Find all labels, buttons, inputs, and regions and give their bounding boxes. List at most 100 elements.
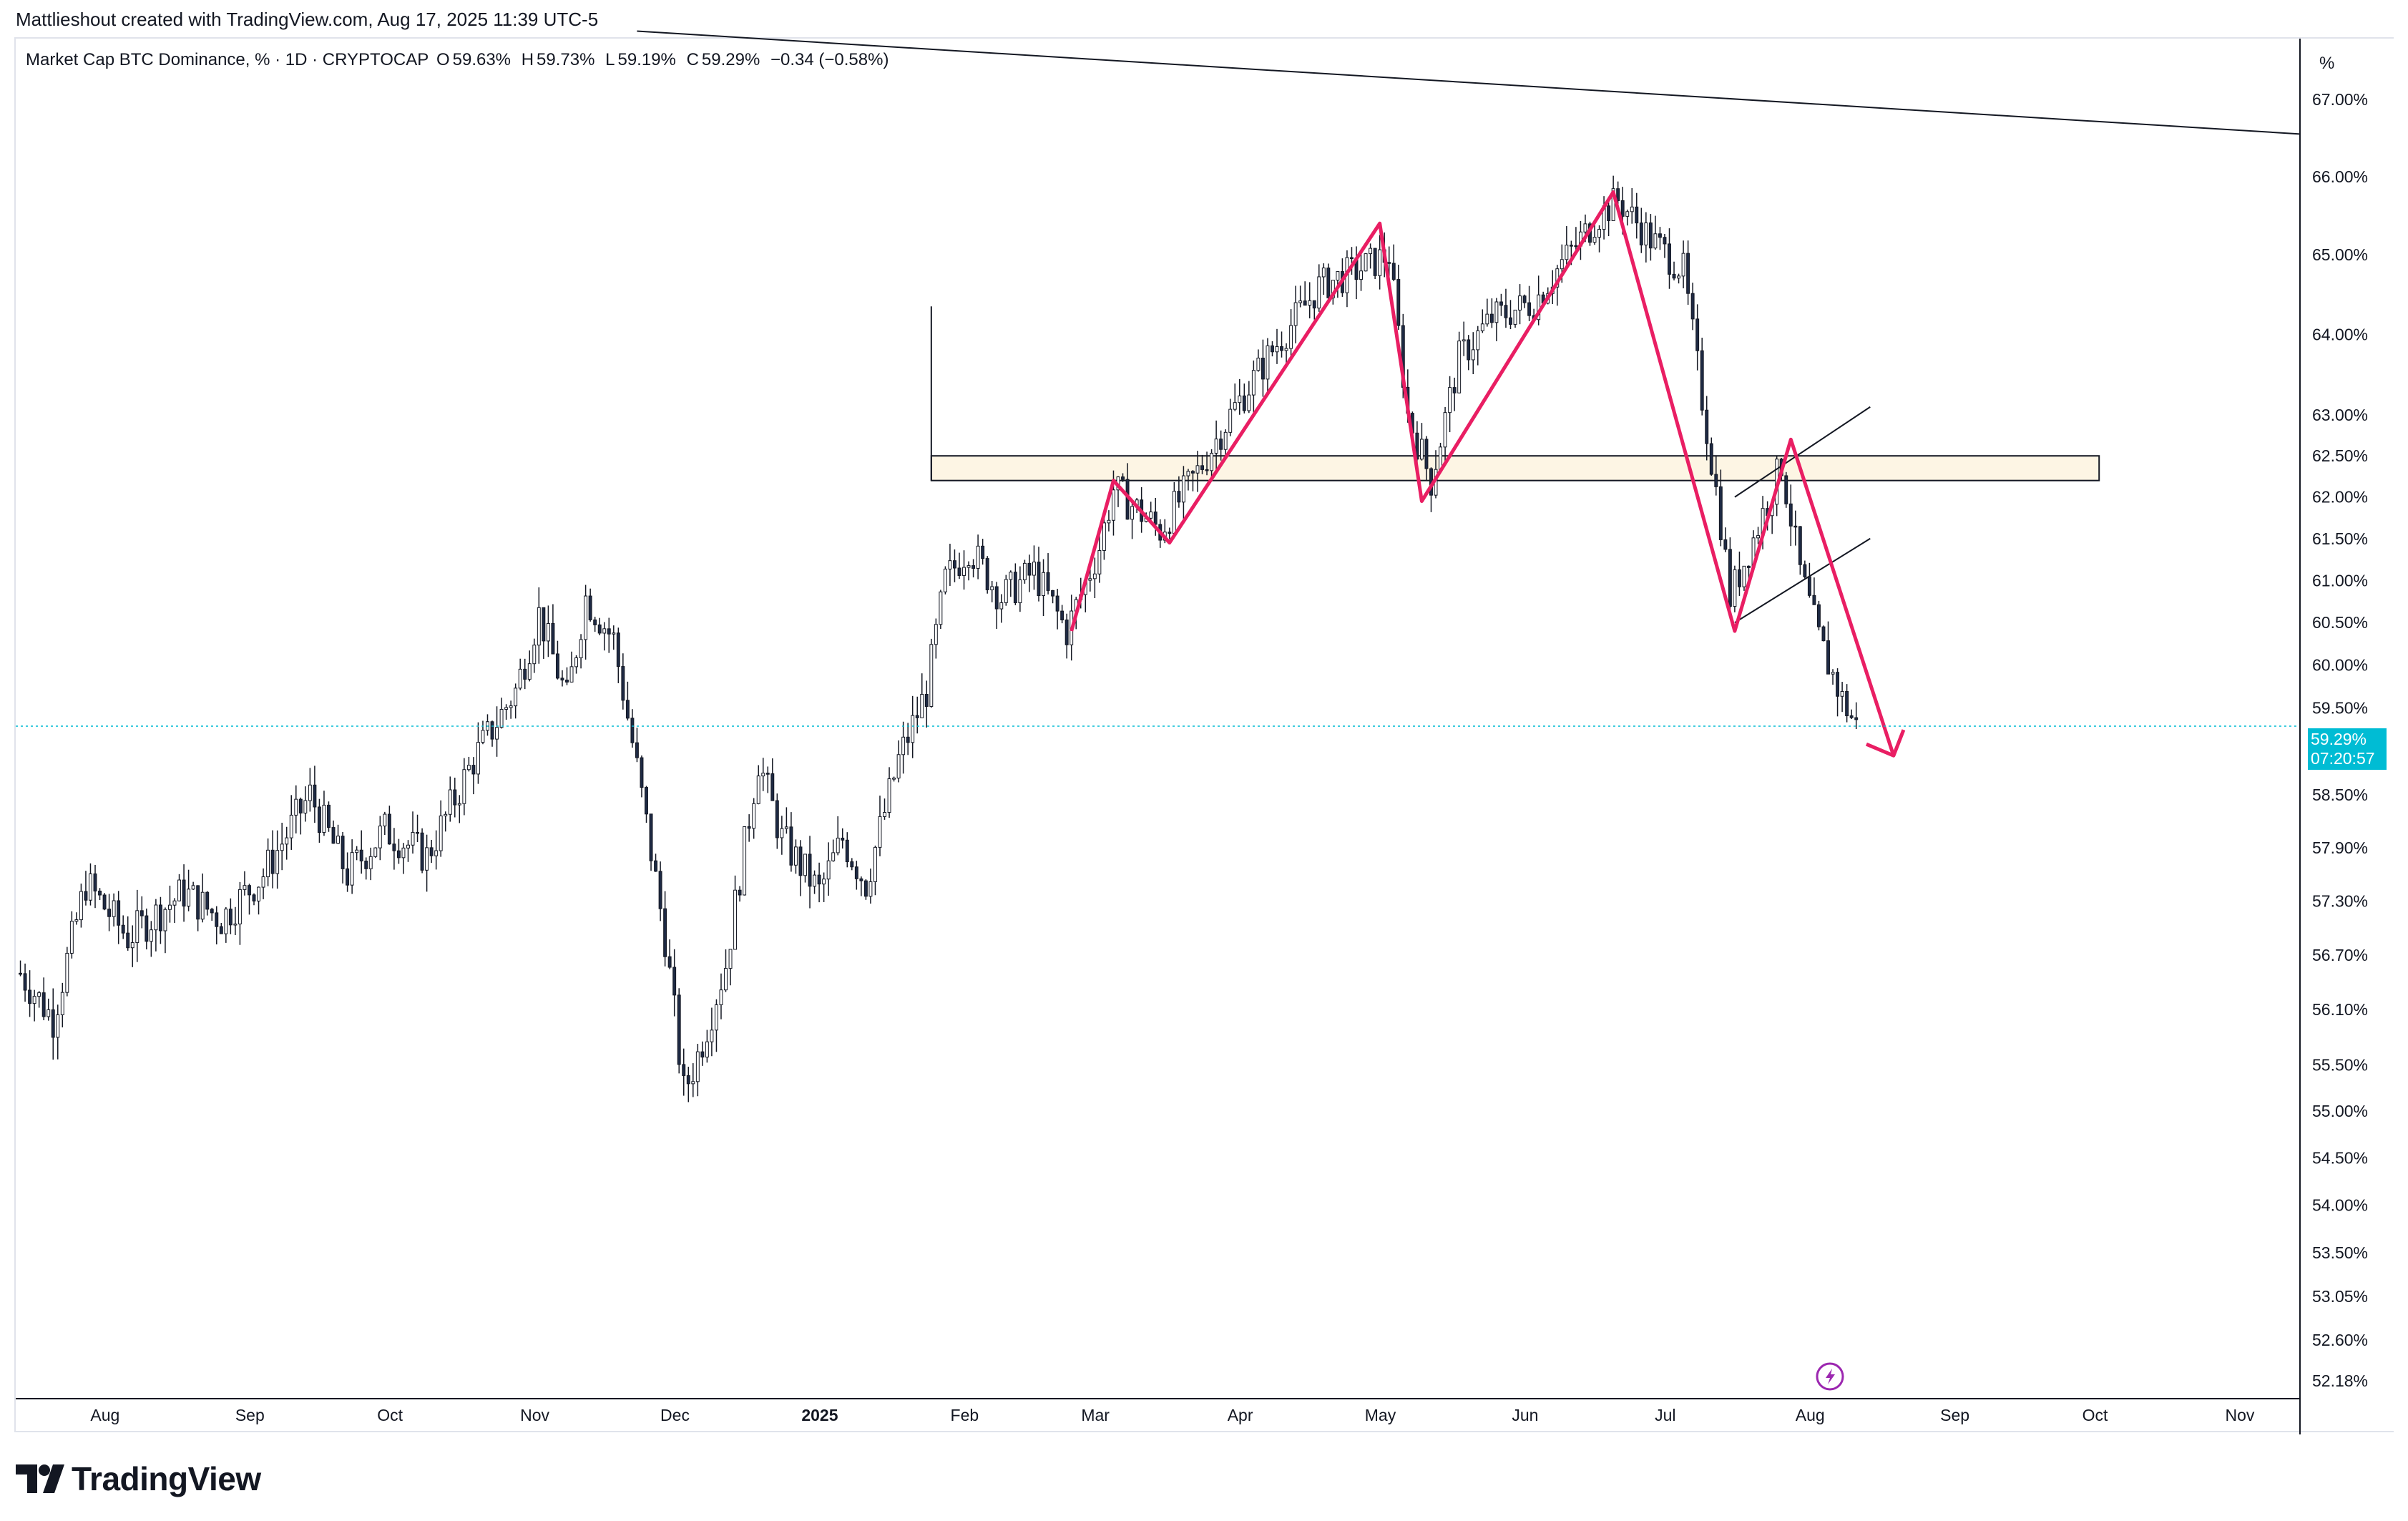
candle-body <box>625 700 630 719</box>
candle-body <box>298 798 303 813</box>
candle-body <box>41 992 46 1017</box>
candle-body <box>1396 279 1401 326</box>
candle-body <box>1391 263 1396 280</box>
candle-body <box>453 789 457 806</box>
candle-body <box>1018 579 1022 604</box>
candle-body <box>499 708 504 728</box>
price-tick-label: 52.60% <box>2312 1331 2368 1349</box>
candle-body <box>1597 229 1602 238</box>
candle-body <box>373 847 378 857</box>
candle-body <box>901 736 906 755</box>
candle-body <box>1723 539 1728 550</box>
candle-body <box>1256 358 1261 371</box>
candle-body <box>140 910 144 916</box>
candle-body <box>200 891 205 920</box>
candle-body <box>1092 573 1097 579</box>
candle-body <box>1280 346 1283 351</box>
candle-body <box>1714 474 1718 487</box>
candle-body <box>569 666 574 683</box>
time-tick-label: 2025 <box>801 1406 838 1424</box>
candle-body <box>1219 439 1223 450</box>
candle-body <box>126 932 130 949</box>
candle-body <box>416 831 420 834</box>
candle-body <box>1303 300 1307 306</box>
candle-body <box>719 989 723 1005</box>
candle-body <box>761 773 765 777</box>
candle-body <box>1807 576 1811 596</box>
tradingview-logo[interactable]: TradingView <box>16 1459 261 1498</box>
candle-body <box>1271 345 1274 353</box>
candle-body <box>822 879 826 885</box>
candle-body <box>1191 471 1195 474</box>
candle-body <box>74 919 79 922</box>
price-tick-label: 60.00% <box>2312 656 2368 675</box>
candle-body <box>863 880 868 897</box>
candle-body <box>248 885 251 896</box>
candle-body <box>765 773 770 775</box>
tradingview-logo-icon <box>16 1464 64 1493</box>
candle-body <box>1373 248 1377 276</box>
candle-body <box>1022 562 1027 580</box>
candle-body <box>368 856 373 869</box>
time-axis[interactable]: Aug Sep Oct Nov Dec 2025 Feb Mar Apr May Jun Jul Aug… <box>16 1362 2300 1424</box>
candle-body <box>672 967 677 996</box>
candle-body <box>1443 412 1447 448</box>
candle-body <box>962 567 966 576</box>
candle-body <box>420 832 424 871</box>
candle-body <box>1840 690 1844 697</box>
candle-body <box>1709 443 1713 475</box>
candle-body <box>948 560 952 569</box>
candle-body <box>1616 188 1620 201</box>
candle-body <box>597 624 602 634</box>
time-tick-label: Feb <box>951 1406 979 1424</box>
candle-body <box>826 860 831 880</box>
current-price-label: 59.29% <box>2308 728 2387 750</box>
time-tick-label: Oct <box>2082 1406 2108 1424</box>
candle-body <box>406 844 410 848</box>
candle-body <box>1130 506 1135 520</box>
candle-body <box>957 567 961 576</box>
change-value: −0.34 (−0.58%) <box>770 50 889 69</box>
candle-body <box>695 1051 700 1082</box>
candle-body <box>630 718 635 743</box>
candle-body <box>854 866 858 879</box>
candle-body <box>396 850 401 859</box>
candle-body <box>798 846 803 876</box>
drawings-layer <box>16 30 2301 758</box>
candle-body <box>19 972 22 975</box>
candle-body <box>1275 346 1279 353</box>
candle-body <box>1121 476 1125 480</box>
low-value: L 59.19% <box>605 50 676 69</box>
candle-body <box>1677 275 1681 279</box>
candle-body <box>444 813 448 816</box>
candle-body <box>640 757 644 788</box>
candle-body <box>205 891 210 910</box>
candle-body <box>1042 572 1045 597</box>
candle-body <box>887 778 891 813</box>
candle-body <box>953 560 956 569</box>
candle-body <box>1364 253 1368 272</box>
candle-body <box>658 871 662 909</box>
candle-body <box>1308 300 1312 306</box>
candle-body <box>196 885 200 920</box>
candle-body <box>1574 245 1578 248</box>
candle-body <box>1607 205 1611 221</box>
candle-body <box>187 889 191 907</box>
candle-body <box>1831 672 1835 675</box>
candle-body <box>1522 295 1527 303</box>
symbol-description: Market Cap BTC Dominance, % · 1D · CRYPT… <box>26 50 429 69</box>
candle-body <box>560 678 564 681</box>
candle-body <box>121 924 125 934</box>
candle-body <box>710 1030 714 1042</box>
price-axis[interactable]: % 67.00% 66.00% 65.00% 64.00% 63.00% 62.50% 62.… <box>2299 39 2368 1434</box>
candle-body <box>1653 233 1658 249</box>
candle-body <box>784 826 788 829</box>
candle-body <box>1518 295 1522 310</box>
candle-body <box>1013 572 1017 604</box>
candle-body <box>1812 595 1816 605</box>
candle-body <box>990 586 994 590</box>
candle-body <box>593 619 597 625</box>
candle-body <box>383 813 387 827</box>
candle-body <box>60 992 64 1015</box>
